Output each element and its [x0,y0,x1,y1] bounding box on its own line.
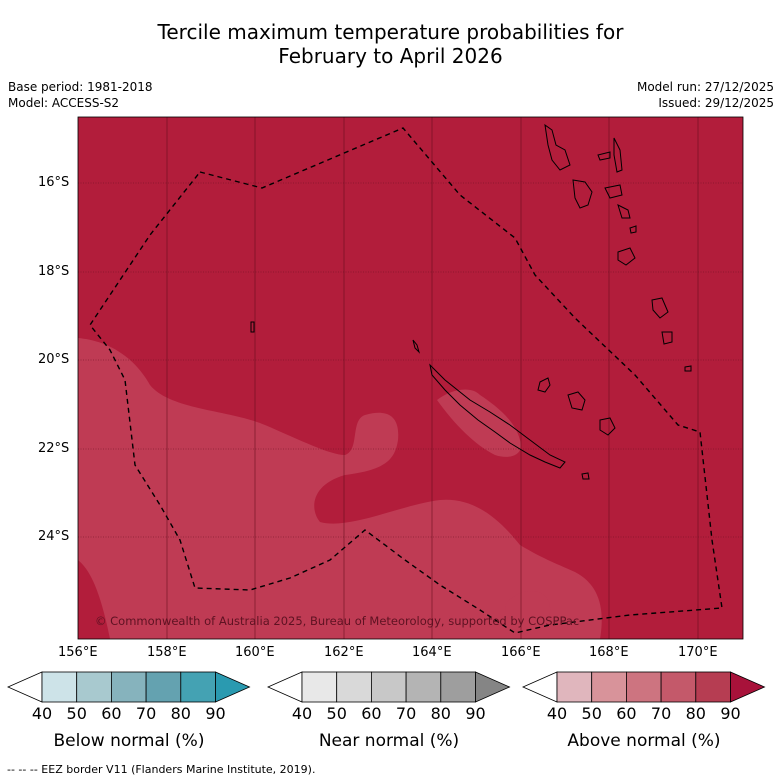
copyright-text: © Commonwealth of Australia 2025, Bureau… [95,614,580,628]
vanuatu-island-5 [604,184,623,199]
lat-tick: 16°S [38,175,70,190]
lon-tick: 164°E [412,645,452,660]
colorbar-below-tick: 50 [66,704,87,723]
colorbar-label-near: Near normal (%) [318,731,460,751]
lon-tick: 166°E [501,645,541,660]
colorbar-above-tick: 60 [616,704,637,723]
map-frame [77,116,744,640]
probability-region-corner [78,560,110,639]
island-loyalty-1 [537,377,551,393]
vanuatu-island-7 [629,225,637,234]
colorbar-below-tick: 40 [31,704,53,723]
vanuatu-malakula [572,179,593,209]
island-small-1 [581,472,590,480]
lon-tick: 158°E [147,645,187,660]
lon-tick: 160°E [235,645,275,660]
lon-tick: 156°E [58,645,98,660]
vanuatu-aneityum [661,331,673,345]
lat-tick: 20°S [38,352,70,367]
colorbar-below-tick: 60 [101,704,122,723]
colorbar-label-above: Above normal (%) [567,731,721,751]
lat-tick: 22°S [38,441,70,456]
base-period: Base period: 1981-2018 [8,80,153,94]
vanuatu-tanna [651,297,669,319]
colorbar-near-tick: 70 [395,704,417,723]
model-name: Model: ACCESS-S2 [8,96,120,110]
vanuatu-island-2 [597,151,611,161]
colorbar-above-tick: 90 [720,704,741,723]
eez-footnote: -- -- -- EEZ border V11 (Flanders Marine… [7,763,316,776]
island-chesterfield [250,321,255,333]
vanuatu-erromango [617,247,636,266]
lat-tick: 24°S [38,529,70,544]
vanuatu-efate [617,204,631,219]
colorbar-below-tick: 70 [135,704,157,723]
lon-tick: 170°E [678,645,718,660]
colorbar-above-tick: 80 [685,704,706,723]
island-loyalty-3 [599,417,616,436]
colorbar-near-tick: 40 [291,704,313,723]
issued-date: Issued: 29/12/2025 [658,96,774,110]
island-belep [412,339,421,354]
lon-tick: 168°E [589,645,629,660]
probability-region-small [437,389,521,457]
vanuatu-espiritu [544,123,571,171]
gridlines [78,182,743,538]
colorbar-above-tick: 70 [650,704,672,723]
colorbar-below-tick: 90 [205,704,226,723]
lon-gridlines [166,117,699,639]
colorbar-above-tick: 50 [581,704,602,723]
colorbar-below-tick: 80 [170,704,191,723]
probability-region-bottom [505,590,551,635]
vanuatu-island-3 [613,137,623,173]
eez-border [89,127,723,634]
title-line-1: Tercile maximum temperature probabilitie… [157,20,624,44]
model-run: Model run: 27/12/2025 [636,80,774,94]
colorbar-above-tick: 40 [546,704,568,723]
title-line-2: February to April 2026 [278,44,503,68]
colorbar-near-tick: 80 [430,704,451,723]
colorbar-label-below: Below normal (%) [53,731,205,751]
colorbar-near-tick: 90 [465,704,486,723]
island-loyalty-2 [567,391,586,411]
vanuatu-island-11 [684,365,692,372]
probability-region-70-80 [78,338,602,639]
new-caledonia-island [429,363,566,469]
colorbar-near-tick: 50 [326,704,347,723]
colorbar-near-tick: 60 [361,704,382,723]
lat-tick: 18°S [38,264,70,279]
lon-tick: 162°E [324,645,364,660]
